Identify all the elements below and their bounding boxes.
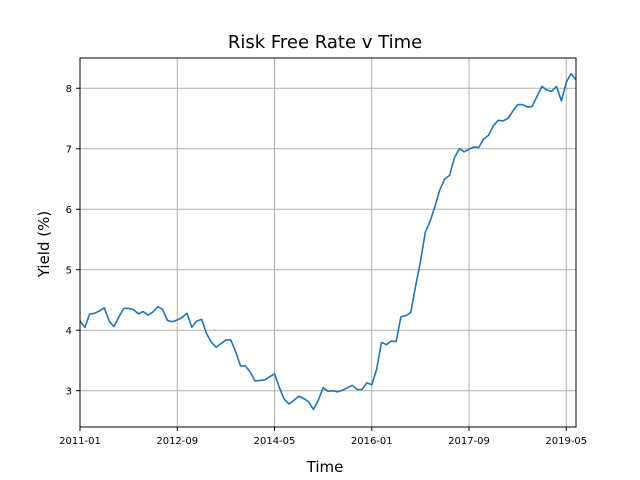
- y-tick-label: 8: [66, 84, 72, 95]
- axis-ticks: 2011-01 2012-09 2014-05 2016-01 2017-09 2019-…: [59, 84, 587, 447]
- y-tick-label: 6: [66, 205, 72, 216]
- y-tick-label: 5: [66, 266, 72, 277]
- x-tick-label: 2014-05: [254, 436, 296, 447]
- x-tick-label: 2017-09: [448, 436, 490, 447]
- y-axis-label: Yield (%): [35, 211, 53, 278]
- grid-lines: [79, 58, 576, 427]
- chart-title: Risk Free Rate v Time: [228, 32, 422, 53]
- x-tick-label: 2016-01: [351, 436, 393, 447]
- x-tick-label: 2012-09: [156, 436, 198, 447]
- y-tick-label: 7: [66, 145, 72, 156]
- y-tick-label: 3: [66, 387, 72, 398]
- series-line: [79, 72, 577, 411]
- plot-frame: [79, 57, 577, 428]
- x-axis-label: Time: [306, 458, 344, 476]
- x-tick-label: 2019-05: [545, 436, 587, 447]
- y-tick-label: 4: [66, 326, 72, 337]
- x-tick-label: 2011-01: [59, 436, 101, 447]
- series-group: [79, 72, 577, 411]
